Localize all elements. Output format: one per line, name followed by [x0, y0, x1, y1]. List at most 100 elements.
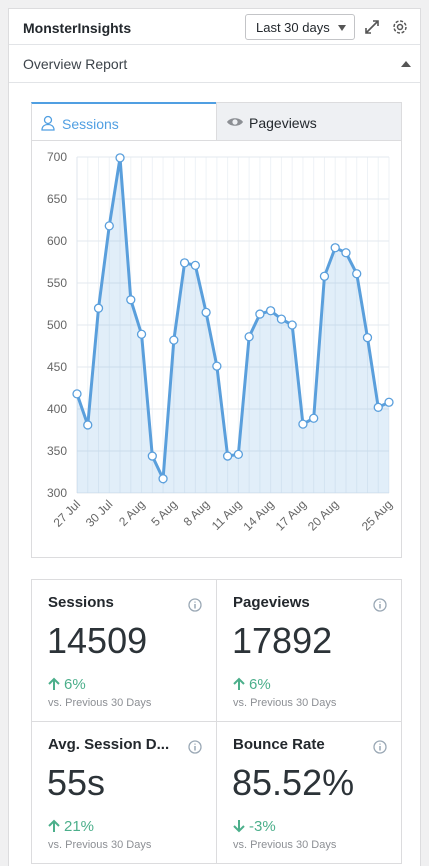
y-tick-label: 350: [47, 444, 67, 458]
stat-value: 85.52%: [232, 762, 355, 803]
stat-title: Avg. Session D...: [48, 736, 170, 753]
point: [244, 332, 254, 342]
collapse-caret[interactable]: [401, 60, 411, 68]
info-icon[interactable]: [373, 740, 387, 754]
stat-card: Avg. Session D... 55s 21% vs. Previous 30 D…: [31, 721, 217, 864]
point: [233, 449, 244, 460]
trend-arrow: [48, 819, 60, 832]
stat-change: 6%: [249, 676, 271, 693]
point: [83, 420, 93, 430]
point: [222, 451, 233, 461]
y-tick-label: 450: [47, 360, 67, 374]
point: [136, 329, 147, 339]
stat-title: Sessions: [48, 594, 114, 611]
point: [298, 419, 308, 429]
y-tick-label: 550: [47, 276, 67, 290]
y-tick-label: 600: [47, 234, 67, 248]
widget-title: MonsterInsights: [23, 20, 132, 36]
y-tick-label: 700: [47, 150, 67, 164]
stat-title: Pageviews: [233, 594, 310, 611]
user-icon: [41, 115, 55, 131]
info-ring: [373, 598, 387, 612]
stat-change: -3%: [249, 818, 276, 835]
arrow: [48, 819, 60, 832]
stat-change: 6%: [64, 676, 86, 693]
x-tick-label: 8 Aug: [181, 497, 213, 529]
stat-value: 17892: [232, 620, 333, 661]
x-tick-label: 25 Aug: [359, 497, 395, 533]
x-tick-label: 5 Aug: [148, 497, 180, 529]
point: [341, 248, 351, 258]
info-icon[interactable]: [188, 740, 202, 754]
point: [266, 306, 276, 316]
stat-card: Pageviews 17892 6% vs. Previous 30 Days: [216, 579, 402, 722]
settings-icon[interactable]: [391, 18, 409, 36]
tab-sessions[interactable]: Sessions: [31, 102, 216, 141]
stat-value: 55s: [47, 762, 106, 803]
trend-arrow: [48, 677, 60, 690]
stat-card: Bounce Rate 85.52% -3% vs. Previous 30 Days: [216, 721, 402, 864]
y-tick-label: 400: [47, 402, 67, 416]
info-ring: [188, 740, 202, 754]
x-tick-label: 11 Aug: [209, 497, 245, 533]
point: [276, 314, 287, 324]
stat-title: Bounce Rate: [233, 736, 325, 753]
info-ring: [188, 598, 202, 612]
y-tick-label: 300: [47, 486, 67, 500]
point: [147, 451, 157, 461]
tab-label: Sessions: [62, 116, 119, 132]
point: [158, 474, 168, 484]
chart-box: 300 350 400 450 500 550 600 650 700 27 Jul 30 Jul 2…: [31, 140, 402, 558]
x-tick-label: 14 Aug: [240, 497, 276, 533]
range-dropdown[interactable]: Last 30 days: [245, 14, 355, 40]
y-tick-label: 650: [47, 192, 67, 206]
info-icon[interactable]: [373, 598, 387, 612]
point: [115, 153, 125, 163]
point: [319, 271, 330, 281]
area: [77, 157, 389, 493]
point: [384, 397, 394, 407]
point: [179, 258, 190, 268]
arrow: [233, 820, 245, 833]
info-icon[interactable]: [188, 598, 202, 612]
point: [373, 402, 383, 412]
stat-card: Sessions 14509 6% vs. Previous 30 Days: [31, 579, 217, 722]
x-tick-label: 30 Jul: [83, 497, 116, 530]
point: [190, 260, 200, 271]
point: [169, 335, 179, 345]
arrow: [233, 677, 245, 690]
point: [72, 389, 82, 399]
stat-compare: vs. Previous 30 Days: [48, 839, 152, 851]
report-bar[interactable]: Overview Report: [9, 45, 420, 83]
info-ring: [373, 740, 387, 754]
y-tick-label: 500: [47, 318, 67, 332]
expand-icon[interactable]: [364, 19, 380, 35]
x-tick-label: 20 Aug: [305, 497, 341, 533]
point: [212, 361, 222, 371]
tab-pageviews[interactable]: Pageviews: [216, 102, 402, 141]
widget: MonsterInsights Last 30 days Overview Re…: [8, 8, 421, 866]
report-title: Overview Report: [23, 56, 128, 72]
point: [330, 243, 340, 253]
stat-compare: vs. Previous 30 Days: [48, 697, 152, 709]
point: [309, 413, 319, 423]
point: [362, 332, 373, 343]
point: [93, 303, 104, 313]
header: MonsterInsights Last 30 days: [9, 9, 420, 45]
trend-arrow: [233, 820, 245, 833]
x-tick-label: 17 Aug: [273, 497, 309, 533]
trend-arrow: [233, 677, 245, 690]
point: [287, 320, 297, 330]
x-tick-label: 2 Aug: [116, 497, 148, 529]
stat-value: 14509: [47, 620, 148, 661]
tab-label: Pageviews: [249, 115, 317, 131]
eye-icon: [227, 118, 243, 126]
point: [352, 269, 362, 279]
arrow: [48, 677, 60, 690]
stat-change: 21%: [64, 818, 95, 835]
point: [126, 295, 136, 305]
point: [201, 307, 211, 318]
x-tick-label: 27 Jul: [51, 497, 84, 530]
point: [104, 221, 114, 231]
